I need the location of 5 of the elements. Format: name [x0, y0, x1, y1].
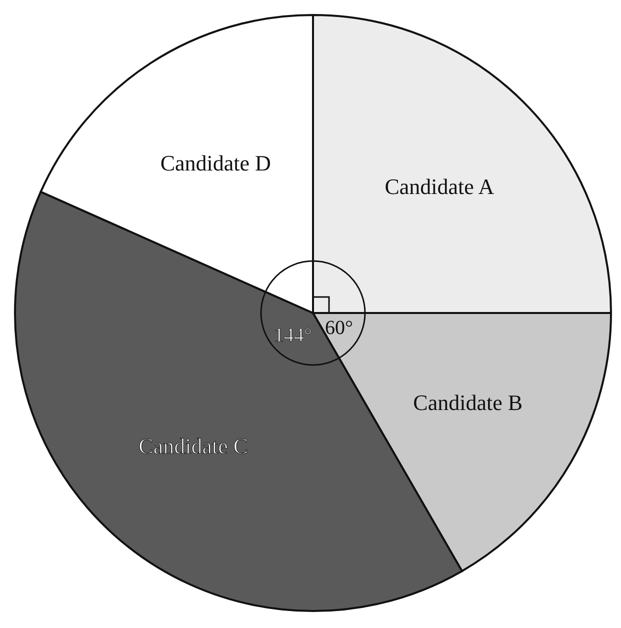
- slice-label: Candidate B: [413, 390, 523, 415]
- slice-label: Candidate D: [160, 150, 271, 176]
- slice-label: Candidate C: [138, 433, 248, 458]
- slice-label: Candidate A: [384, 174, 494, 200]
- data-label: 60°: [324, 317, 353, 339]
